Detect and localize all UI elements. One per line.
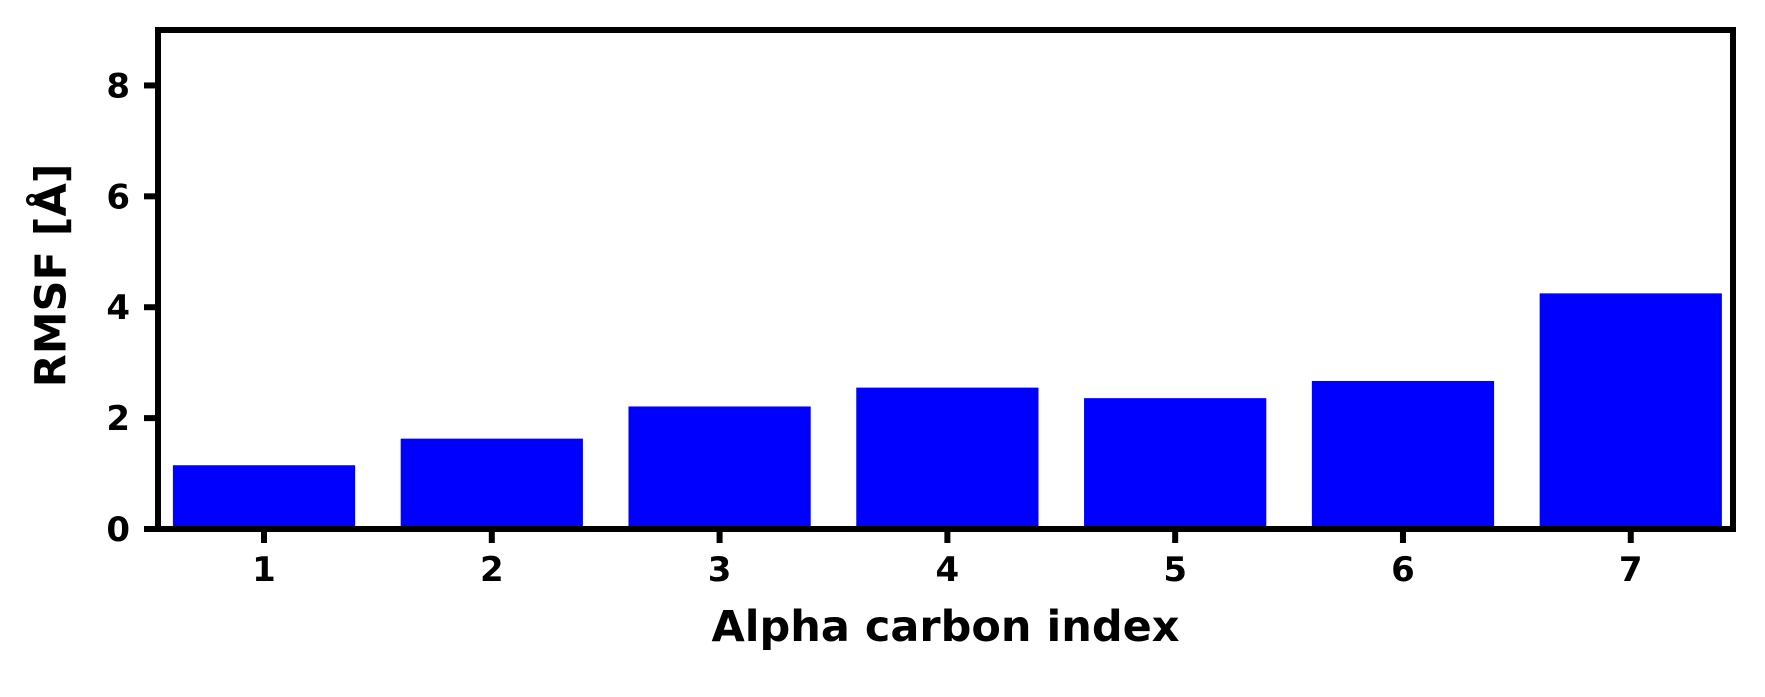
- bar-5: [1084, 398, 1267, 529]
- x-tick-label: 5: [1163, 550, 1187, 590]
- x-ticks: 1 2 3 4 5 6 7: [252, 529, 1643, 590]
- bar-1: [172, 465, 356, 529]
- y-axis-label: RMSF [Å]: [26, 164, 77, 388]
- y-tick-label: 4: [106, 288, 130, 328]
- x-tick-label: 4: [936, 550, 960, 590]
- y-tick-label: 8: [106, 66, 130, 106]
- x-axis-label: Alpha carbon index: [711, 602, 1179, 652]
- bar-7: [1539, 293, 1722, 529]
- bar-2: [400, 438, 583, 529]
- y-tick-label: 6: [106, 177, 130, 217]
- x-tick-label: 7: [1619, 550, 1643, 590]
- x-tick-label: 6: [1391, 550, 1415, 590]
- y-tick-label: 2: [106, 399, 130, 439]
- bar-3: [628, 406, 811, 529]
- x-tick-label: 1: [252, 550, 276, 590]
- y-tick-label: 0: [106, 510, 130, 550]
- y-ticks: 0 2 4 6 8: [106, 66, 158, 550]
- bar-6: [1311, 380, 1495, 529]
- bars-layer: [172, 293, 1722, 529]
- x-tick-label: 2: [480, 550, 504, 590]
- bar-4: [856, 387, 1039, 529]
- x-tick-label: 3: [708, 550, 732, 590]
- plot-frame: [155, 27, 1736, 532]
